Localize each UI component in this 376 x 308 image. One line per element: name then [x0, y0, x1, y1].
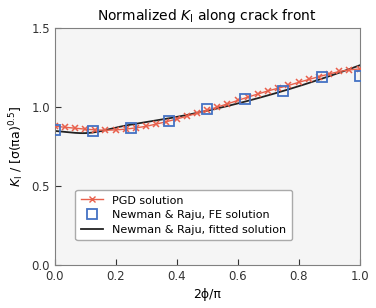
Newman & Raju, fitted solution [358, 63, 362, 67]
PGD solution [62, 125, 67, 129]
Newman & Raju, FE solution [243, 97, 248, 101]
PGD solution [246, 95, 250, 99]
PGD solution [337, 70, 341, 73]
Newman & Raju, FE solution [358, 74, 362, 77]
Newman & Raju, fitted solution [311, 80, 315, 83]
Newman & Raju, fitted solution [234, 102, 238, 106]
Newman & Raju, FE solution [52, 128, 57, 132]
PGD solution [185, 114, 189, 118]
PGD solution [306, 78, 311, 81]
Newman & Raju, FE solution [167, 120, 171, 123]
PGD solution [266, 89, 270, 93]
Y-axis label: $K_\mathrm{I}$ / [σ(πa)$^{0.5}$]: $K_\mathrm{I}$ / [σ(πa)$^{0.5}$] [7, 106, 26, 187]
Newman & Raju, fitted solution [80, 131, 85, 135]
Newman & Raju, FE solution [205, 107, 209, 111]
PGD solution [154, 122, 159, 126]
PGD solution [174, 117, 179, 121]
PGD solution [235, 99, 240, 102]
PGD solution [52, 124, 57, 128]
PGD solution [317, 75, 321, 79]
Newman & Raju, FE solution [91, 130, 95, 133]
PGD solution [327, 72, 332, 76]
PGD solution [256, 92, 260, 96]
Line: Newman & Raju, FE solution: Newman & Raju, FE solution [50, 71, 365, 136]
Title: Normalized $K_\mathrm{I}$ along crack front: Normalized $K_\mathrm{I}$ along crack fr… [97, 7, 317, 25]
X-axis label: 2ϕ/π: 2ϕ/π [193, 288, 221, 301]
PGD solution [195, 111, 199, 115]
PGD solution [276, 86, 280, 90]
Newman & Raju, fitted solution [240, 100, 245, 104]
PGD solution [286, 84, 291, 87]
PGD solution [103, 128, 108, 132]
PGD solution [347, 68, 352, 72]
Legend: PGD solution, Newman & Raju, FE solution, Newman & Raju, fitted solution: PGD solution, Newman & Raju, FE solution… [76, 190, 292, 240]
PGD solution [358, 67, 362, 71]
Line: PGD solution: PGD solution [55, 69, 360, 130]
PGD solution [225, 102, 230, 106]
PGD solution [164, 120, 168, 124]
Newman & Raju, FE solution [319, 75, 324, 79]
Newman & Raju, fitted solution [330, 73, 335, 77]
PGD solution [144, 124, 149, 128]
PGD solution [123, 127, 128, 131]
PGD solution [296, 80, 301, 84]
PGD solution [114, 128, 118, 132]
PGD solution [83, 127, 88, 131]
PGD solution [215, 105, 220, 109]
Newman & Raju, FE solution [281, 89, 286, 93]
PGD solution [93, 128, 97, 132]
Newman & Raju, fitted solution [53, 129, 58, 133]
Newman & Raju, FE solution [129, 127, 133, 130]
PGD solution [205, 108, 209, 112]
Newman & Raju, fitted solution [52, 129, 57, 133]
Newman & Raju, fitted solution [235, 102, 240, 105]
Line: Newman & Raju, fitted solution: Newman & Raju, fitted solution [55, 65, 360, 133]
PGD solution [73, 126, 77, 130]
PGD solution [133, 126, 138, 130]
